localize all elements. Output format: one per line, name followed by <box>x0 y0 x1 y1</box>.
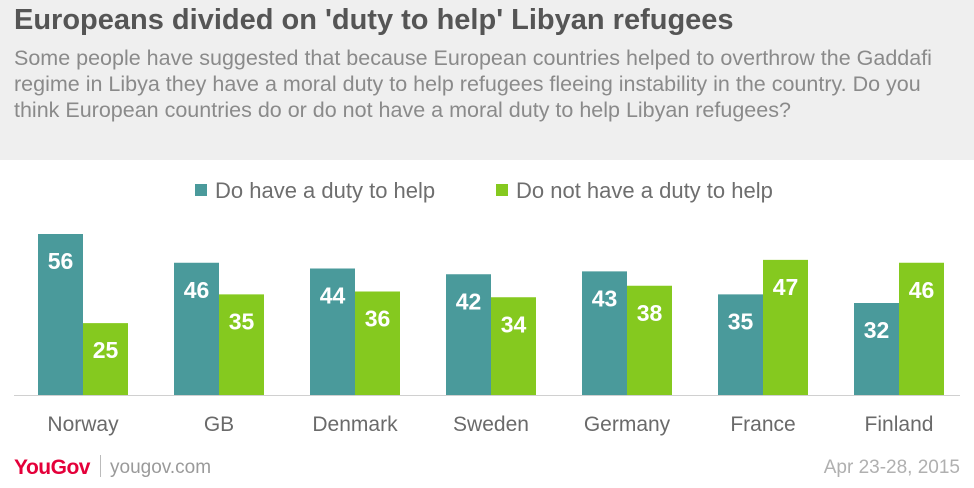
category-label-france: France <box>730 413 795 436</box>
bar-norway-have-duty <box>38 234 83 395</box>
data-label-gb-have-duty: 46 <box>184 277 210 303</box>
legend-item-no-duty: Do not have a duty to help <box>496 178 773 204</box>
legend-item-have-duty: Do have a duty to help <box>195 178 435 204</box>
bar-france-no-duty <box>763 259 808 395</box>
legend: Do have a duty to help Do not have a dut… <box>0 178 974 206</box>
data-label-norway-no-duty: 25 <box>93 337 119 363</box>
category-label-denmark: Denmark <box>312 413 398 436</box>
bar-gb-no-duty <box>219 294 264 395</box>
legend-label-have-duty: Do have a duty to help <box>215 178 436 203</box>
chart-subtitle: Some people have suggested that because … <box>14 46 932 122</box>
footer-divider <box>100 455 101 477</box>
data-label-sweden-no-duty: 34 <box>501 311 527 337</box>
legend-label-no-duty: Do not have a duty to help <box>516 178 773 203</box>
data-label-denmark-have-duty: 44 <box>320 283 346 309</box>
category-label-norway: Norway <box>47 413 119 436</box>
category-label-sweden: Sweden <box>453 413 529 436</box>
legend-swatch-have-duty <box>195 184 207 197</box>
bar-sweden-no-duty <box>491 297 536 395</box>
data-label-finland-no-duty: 46 <box>909 277 935 303</box>
category-label-gb: GB <box>204 413 234 436</box>
bar-france-have-duty <box>718 294 763 395</box>
footer-url[interactable]: yougov.com <box>110 457 212 478</box>
footer-date: Apr 23-28, 2015 <box>823 457 960 478</box>
bar-denmark-have-duty <box>310 268 355 395</box>
chart-title: Europeans divided on 'duty to help' Liby… <box>14 4 734 36</box>
data-label-france-have-duty: 35 <box>728 308 754 334</box>
data-label-denmark-no-duty: 36 <box>365 306 391 332</box>
data-label-sweden-have-duty: 42 <box>456 288 482 314</box>
data-label-finland-have-duty: 32 <box>864 317 890 343</box>
bar-finland-no-duty <box>899 262 944 395</box>
bar-germany-no-duty <box>627 285 672 395</box>
data-label-france-no-duty: 47 <box>773 274 799 300</box>
header-panel: Europeans divided on 'duty to help' Liby… <box>0 0 974 160</box>
bar-denmark-no-duty <box>355 291 400 395</box>
data-label-germany-have-duty: 43 <box>592 285 618 311</box>
yougov-logo: YouGov <box>14 456 90 479</box>
bar-sweden-have-duty <box>446 274 491 395</box>
data-label-norway-have-duty: 56 <box>48 248 74 274</box>
bar-norway-no-duty <box>83 323 128 395</box>
data-label-gb-no-duty: 35 <box>229 308 255 334</box>
data-label-germany-no-duty: 38 <box>637 300 663 326</box>
bar-gb-have-duty <box>174 262 219 395</box>
category-label-germany: Germany <box>584 413 671 436</box>
bar-finland-have-duty <box>854 303 899 395</box>
bar-germany-have-duty <box>582 271 627 395</box>
legend-swatch-no-duty <box>496 184 508 197</box>
category-label-finland: Finland <box>865 413 934 436</box>
